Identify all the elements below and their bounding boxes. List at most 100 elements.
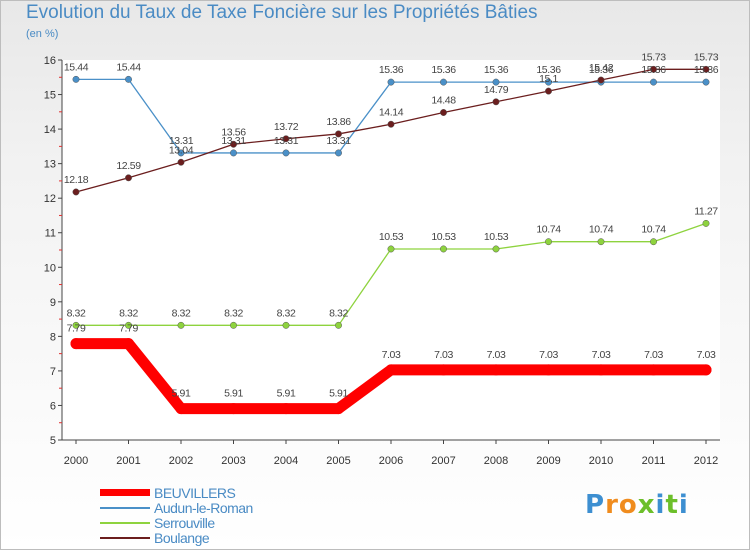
legend-item: BEUVILLERS xyxy=(100,484,253,501)
legend-swatch xyxy=(100,506,150,509)
data-label: 7.03 xyxy=(644,349,663,361)
data-point xyxy=(335,321,342,329)
data-label: 8.32 xyxy=(277,307,296,319)
data-label: 14.48 xyxy=(431,95,456,107)
data-point xyxy=(228,403,239,415)
data-label: 10.74 xyxy=(641,224,666,236)
data-label: 5.91 xyxy=(277,388,296,400)
y-tick-label: 7 xyxy=(50,366,56,378)
data-point xyxy=(438,364,449,376)
y-tick-label: 5 xyxy=(50,435,56,447)
data-point xyxy=(597,76,605,84)
data-label: 15.42 xyxy=(589,62,614,74)
x-tick-label: 2000 xyxy=(64,455,88,467)
logo-letter: i xyxy=(655,490,666,520)
proxiti-logo: Proxiti xyxy=(585,490,689,520)
data-label: 15.36 xyxy=(641,64,666,76)
y-tick-label: 10 xyxy=(44,262,56,274)
data-point xyxy=(282,149,290,157)
data-point xyxy=(177,158,185,166)
logo-letter: r xyxy=(605,490,619,520)
legend-swatch xyxy=(100,536,150,539)
data-point xyxy=(440,109,447,116)
data-label: 7.79 xyxy=(67,323,86,335)
data-label: 15.36 xyxy=(694,64,719,76)
data-label: 8.32 xyxy=(329,307,348,319)
data-point xyxy=(490,364,502,376)
data-point xyxy=(230,321,237,329)
data-label: 13.86 xyxy=(326,116,351,128)
y-axis-unit: (en %) xyxy=(26,28,59,40)
data-point xyxy=(545,87,552,95)
legend-swatch xyxy=(100,521,150,524)
data-label: 13.31 xyxy=(274,135,299,147)
data-point xyxy=(125,174,132,182)
x-tick-label: 2011 xyxy=(642,455,666,467)
legend-item: Serrouville xyxy=(100,514,253,531)
data-point xyxy=(72,188,80,196)
data-point xyxy=(385,364,397,376)
data-point xyxy=(387,78,395,86)
legend-label: Audun-le-Roman xyxy=(154,499,253,516)
data-label: 8.32 xyxy=(224,307,243,319)
y-tick-label: 16 xyxy=(44,55,56,67)
data-label: 8.32 xyxy=(67,307,86,319)
data-label: 13.72 xyxy=(274,121,299,133)
data-point xyxy=(440,78,447,86)
data-point xyxy=(123,338,134,350)
data-point xyxy=(333,403,344,415)
data-label: 10.53 xyxy=(379,231,404,243)
x-tick-label: 2007 xyxy=(431,455,455,467)
legend-label: BEUVILLERS xyxy=(154,484,236,501)
data-point xyxy=(492,78,500,86)
data-point xyxy=(648,364,659,376)
x-tick-label: 2001 xyxy=(116,455,140,467)
data-label: 13.31 xyxy=(169,135,194,147)
data-label: 13.04 xyxy=(169,144,194,156)
data-label: 14.14 xyxy=(379,106,404,118)
data-point xyxy=(282,135,290,143)
data-label: 12.18 xyxy=(64,174,89,186)
y-tick-label: 14 xyxy=(44,124,56,136)
data-point xyxy=(387,245,395,253)
data-point xyxy=(595,364,607,376)
data-point xyxy=(177,149,185,157)
data-point xyxy=(72,75,80,83)
data-point xyxy=(230,149,237,157)
y-tick-label: 8 xyxy=(50,331,56,343)
logo-letter: x xyxy=(637,490,656,520)
data-label: 15.44 xyxy=(64,61,89,73)
data-point xyxy=(545,238,552,246)
x-tick-label: 2012 xyxy=(694,455,718,467)
data-point xyxy=(545,78,552,86)
data-label: 7.79 xyxy=(119,323,138,335)
data-label: 10.53 xyxy=(431,231,456,243)
y-tick-label: 6 xyxy=(50,400,56,412)
data-label: 10.74 xyxy=(536,224,561,236)
data-point xyxy=(175,403,187,415)
data-point xyxy=(440,245,447,253)
y-tick-label: 15 xyxy=(44,90,56,102)
x-tick-label: 2002 xyxy=(169,455,193,467)
data-point xyxy=(70,338,82,350)
data-point xyxy=(650,65,657,73)
data-label: 13.31 xyxy=(326,135,351,147)
x-tick-label: 2005 xyxy=(326,455,350,467)
data-label: 7.03 xyxy=(592,349,611,361)
x-tick-label: 2009 xyxy=(536,455,560,467)
data-label: 15.36 xyxy=(589,64,614,76)
data-label: 10.74 xyxy=(589,224,614,236)
data-label: 15.1 xyxy=(539,73,558,85)
data-label: 15.36 xyxy=(536,64,561,76)
data-label: 15.36 xyxy=(484,64,509,76)
data-point xyxy=(125,75,132,83)
data-point xyxy=(280,403,292,415)
data-point xyxy=(230,140,237,148)
data-label: 7.03 xyxy=(382,349,401,361)
data-point xyxy=(650,238,657,246)
legend-label: Serrouville xyxy=(154,514,215,531)
legend-item: Audun-le-Roman xyxy=(100,499,253,516)
legend-item: Boulange xyxy=(100,530,253,546)
data-point xyxy=(492,98,500,106)
